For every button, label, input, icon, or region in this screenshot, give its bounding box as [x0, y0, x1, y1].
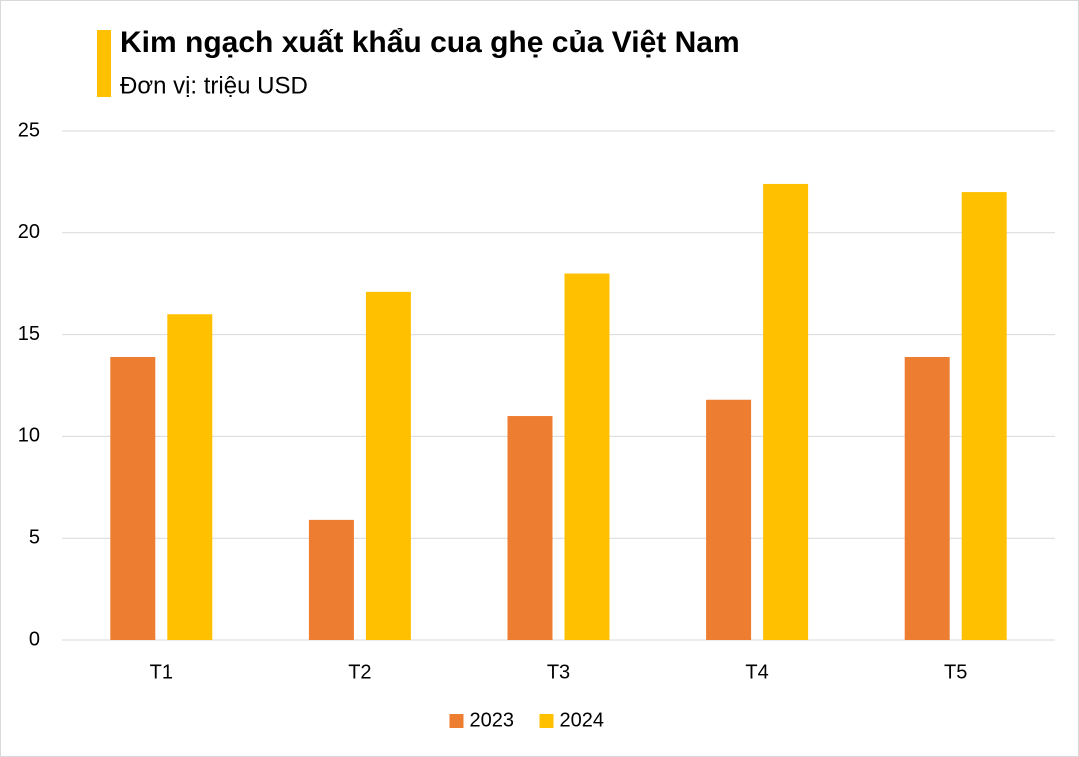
x-tick-label: T3 [547, 661, 570, 683]
bar [961, 192, 1007, 640]
x-tick-label: T2 [348, 661, 371, 683]
legend-label: 2024 [560, 709, 605, 731]
bar [365, 291, 411, 640]
y-tick-label: 10 [18, 425, 40, 447]
chart-title: Kim ngạch xuất khẩu cua ghẹ của Việt Nam [120, 26, 740, 59]
y-tick-label: 5 [29, 526, 40, 548]
y-tick-label: 20 [18, 221, 40, 243]
bar [308, 519, 354, 640]
y-tick-label: 25 [18, 119, 40, 141]
bar [564, 273, 610, 640]
bar [904, 356, 950, 640]
x-tick-label: T4 [745, 661, 768, 683]
bar [167, 314, 213, 640]
y-tick-label: 15 [18, 323, 40, 345]
legend-swatch [539, 714, 554, 728]
legend-label: 2023 [470, 709, 515, 731]
bar [763, 183, 809, 640]
legend-swatch [449, 714, 464, 728]
bar [507, 416, 553, 640]
y-tick-label: 0 [29, 628, 40, 650]
title-accent [97, 30, 111, 97]
x-tick-label: T1 [150, 661, 173, 683]
bar [110, 356, 156, 640]
bar [706, 399, 752, 640]
chart-subtitle: Đơn vị: triệu USD [120, 72, 308, 99]
x-tick-label: T5 [944, 661, 967, 683]
